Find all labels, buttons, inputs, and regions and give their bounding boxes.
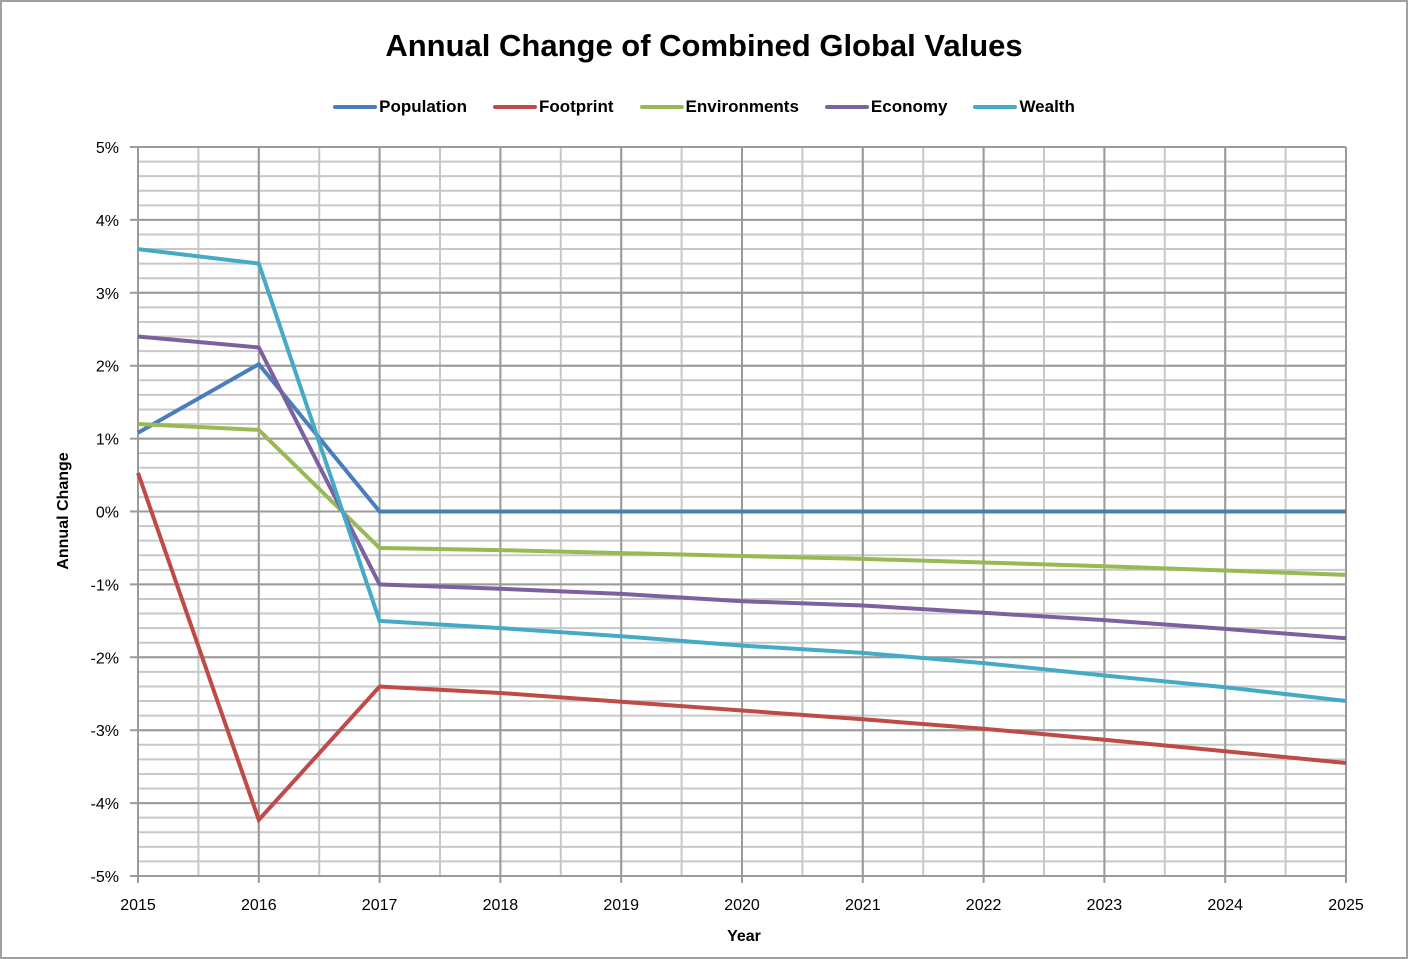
x-tick-label: 2023 (1087, 897, 1123, 914)
y-tick-label: -1% (91, 577, 119, 594)
y-tick-label: -3% (91, 723, 119, 740)
legend-swatch-population (333, 105, 378, 109)
legend-item-wealth[interactable]: Wealth (973, 97, 1075, 117)
legend-label-wealth: Wealth (1019, 97, 1075, 116)
series-line-population (137, 361, 1346, 514)
y-axis-title: Annual Change (55, 452, 72, 569)
x-tick-label: 2020 (724, 897, 760, 914)
y-tick-label: 4% (96, 213, 119, 230)
y-tick-label: 2% (96, 359, 119, 376)
legend-label-environments: Environments (685, 97, 799, 116)
x-axis-title: Year (727, 928, 761, 945)
legend-swatch-footprint (492, 105, 537, 109)
legend-label-footprint: Footprint (538, 97, 614, 116)
x-tick-label: 2025 (1328, 897, 1364, 914)
chart-title: Annual Change of Combined Global Values (385, 28, 1023, 63)
x-tick-label: 2022 (966, 897, 1002, 914)
legend-item-environments[interactable]: Environments (639, 97, 799, 117)
series-line-footprint (136, 472, 1347, 824)
x-tick-label: 2016 (241, 897, 277, 914)
tick-labels: 5% 4% 3% 2% 1% 0% -1% -2% -3% -4% -5%2015 2016 2017 2… (91, 140, 1364, 914)
x-tick-label: 2015 (120, 897, 156, 914)
major-gridlines (130, 146, 1347, 883)
legend-swatch-environments (639, 105, 684, 109)
y-tick-label: 5% (96, 140, 119, 157)
legend-swatch-wealth (973, 105, 1018, 109)
y-tick-label: -5% (91, 869, 119, 886)
y-tick-label: 0% (96, 505, 119, 522)
x-tick-label: 2017 (362, 897, 398, 914)
axes (137, 147, 1346, 877)
y-tick-label: 1% (96, 432, 119, 449)
y-tick-label: -4% (91, 796, 119, 813)
legend-item-footprint[interactable]: Footprint (492, 97, 614, 117)
legend-item-economy[interactable]: Economy (824, 97, 948, 117)
legend-swatch-economy (824, 105, 869, 109)
legend-label-economy: Economy (870, 97, 948, 116)
x-tick-label: 2021 (845, 897, 881, 914)
series-line-wealth (137, 247, 1347, 703)
legend: Population Footprint Environments Econom… (0, 97, 1408, 117)
y-tick-label: -2% (91, 650, 119, 667)
x-tick-label: 2024 (1207, 897, 1243, 914)
legend-item-population[interactable]: Population (333, 97, 467, 117)
series-lines (136, 247, 1347, 824)
x-tick-label: 2018 (483, 897, 519, 914)
legend-label-population: Population (379, 97, 467, 116)
y-tick-label: 3% (96, 286, 119, 303)
x-tick-label: 2019 (603, 897, 639, 914)
